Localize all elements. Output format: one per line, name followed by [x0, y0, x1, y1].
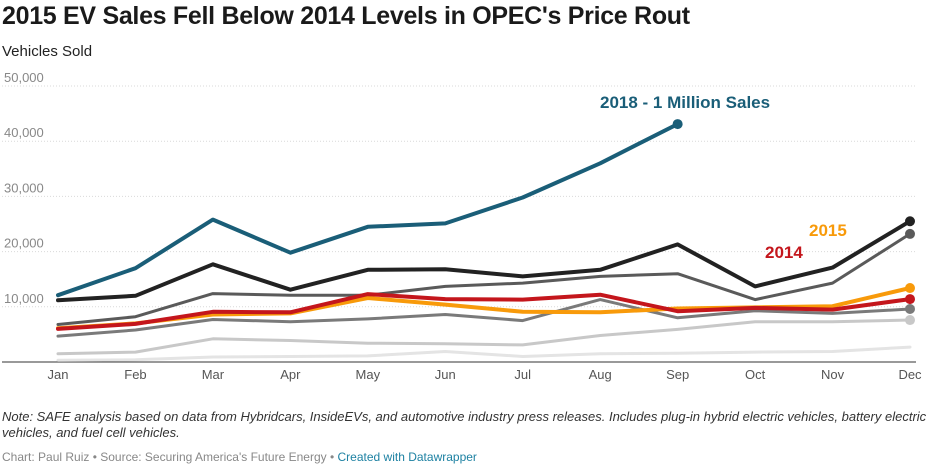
chart-title: 2015 EV Sales Fell Below 2014 Levels in …: [2, 2, 690, 30]
footer-credit: Chart: Paul Ruiz • Source: Securing Amer…: [2, 450, 338, 464]
y-tick-label: 30,000: [4, 180, 44, 195]
series-end-dot-2014: [905, 294, 915, 305]
datawrapper-link[interactable]: Created with Datawrapper: [337, 450, 477, 464]
series-line-2017: [56, 219, 912, 303]
x-axis-ticks: Jan Feb Mar Apr May Jun Jul Aug Sep Oct Nov Dec: [48, 367, 923, 382]
annotation-2014: 2014: [765, 243, 803, 262]
series-line-2012: [56, 318, 912, 356]
x-tick-label: Feb: [124, 367, 146, 382]
x-tick-label: Jun: [435, 367, 456, 382]
x-tick-label: Jul: [514, 367, 531, 382]
series-line-2014: [56, 292, 912, 331]
series-end-dot-2017: [905, 216, 915, 227]
y-axis-label: Vehicles Sold: [2, 43, 93, 60]
chart-note: Note: SAFE analysis based on data from H…: [2, 409, 927, 440]
y-tick-label: 50,000: [4, 70, 44, 85]
series-line-2013: [56, 298, 912, 338]
annotations: 2018 - 1 Million Sales 2015 2014: [600, 93, 847, 262]
y-axis-ticks: 10,000 20,000 30,000 40,000 50,000: [4, 70, 44, 306]
x-tick-label: Aug: [589, 367, 612, 382]
x-tick-label: Nov: [821, 367, 845, 382]
series-end-dot-2015: [905, 283, 915, 294]
series-end-dot-2016: [905, 228, 915, 239]
y-tick-label: 20,000: [4, 236, 44, 251]
x-tick-label: Jan: [48, 367, 69, 382]
x-tick-label: Dec: [898, 367, 922, 382]
series-line-2018: [56, 122, 680, 298]
x-tick-label: Mar: [202, 367, 225, 382]
series-lines: [56, 119, 915, 362]
x-tick-label: Sep: [666, 367, 689, 382]
y-tick-label: 10,000: [4, 291, 44, 306]
annotation-2018: 2018 - 1 Million Sales: [600, 93, 770, 112]
series-end-dot-2018: [672, 119, 683, 130]
x-tick-label: Apr: [280, 367, 301, 382]
series-end-dot-2013: [905, 304, 915, 315]
chart-footer: Chart: Paul Ruiz • Source: Securing Amer…: [2, 450, 477, 464]
x-tick-label: May: [356, 367, 381, 382]
x-tick-label: Oct: [745, 367, 766, 382]
annotation-2015: 2015: [809, 221, 847, 240]
line-chart: 10,000 20,000 30,000 40,000 50,000 Jan Feb Mar…: [2, 70, 923, 382]
series-line-2016: [56, 232, 912, 326]
series-end-dot-2012: [905, 315, 915, 326]
series-line-2011: [56, 345, 912, 362]
y-tick-label: 40,000: [4, 125, 44, 140]
